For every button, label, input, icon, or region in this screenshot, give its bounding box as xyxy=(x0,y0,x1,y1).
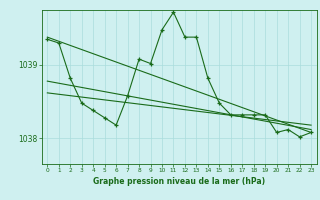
X-axis label: Graphe pression niveau de la mer (hPa): Graphe pression niveau de la mer (hPa) xyxy=(93,177,265,186)
